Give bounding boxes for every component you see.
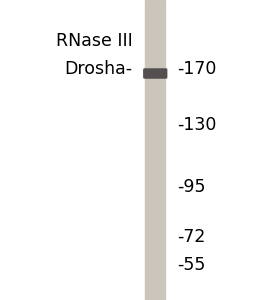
Text: -170: -170 xyxy=(177,60,216,78)
Text: Drosha-: Drosha- xyxy=(64,60,132,78)
Text: RNase III: RNase III xyxy=(56,32,132,50)
Text: -55: -55 xyxy=(177,256,205,274)
Text: -72: -72 xyxy=(177,228,205,246)
Text: -130: -130 xyxy=(177,116,216,134)
Bar xyxy=(145,0,165,300)
Text: -95: -95 xyxy=(177,178,205,196)
FancyBboxPatch shape xyxy=(143,68,167,79)
